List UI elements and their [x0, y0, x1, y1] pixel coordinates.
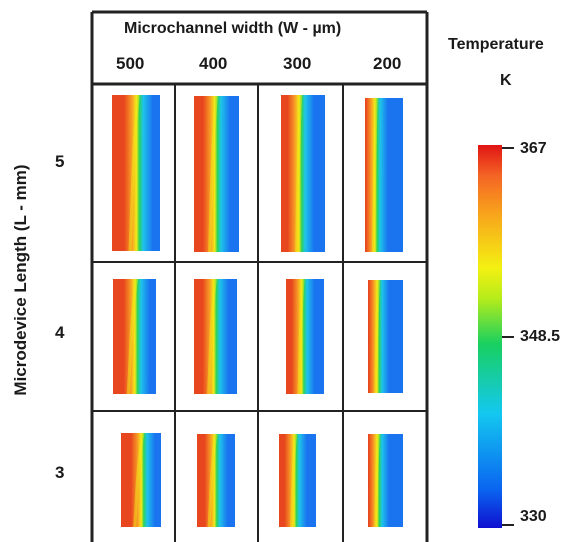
column-label-500: 500 [116, 54, 145, 73]
isotherm-front [374, 433, 380, 528]
isotherm-front [207, 433, 218, 528]
contour-field [194, 96, 239, 252]
grid-lines [90, 10, 429, 542]
isotherm-front [295, 94, 303, 253]
temperature-contour-panel [194, 95, 239, 253]
contour-field [197, 434, 235, 527]
row-label-3: 3 [55, 463, 65, 482]
column-label-200: 200 [373, 54, 402, 73]
contour-field [368, 434, 403, 527]
contour-field [279, 434, 316, 527]
contour-field [286, 279, 324, 394]
temperature-contour-panel [197, 433, 235, 528]
contour-field [365, 98, 403, 252]
isotherm-front [372, 97, 378, 253]
isotherm-front [133, 432, 145, 528]
isotherm-front [374, 279, 380, 394]
colorbar-tick-max [502, 147, 514, 149]
colorbar-title: Temperature [448, 36, 544, 53]
temperature-contour-panel [113, 278, 156, 395]
contour-field [368, 280, 403, 393]
colorbar-tick-min [502, 524, 514, 526]
row-label-5: 5 [55, 152, 65, 171]
contour-field [281, 95, 325, 252]
contour-field [121, 433, 161, 527]
isotherm-front [297, 278, 305, 395]
contour-panels [112, 94, 403, 528]
contour-field [113, 279, 156, 394]
temperature-contour-panel [365, 97, 403, 253]
colorbar-mid-label: 348.5 [520, 328, 561, 345]
row-axis-label: Microdevice Length (L - mm) [11, 164, 30, 396]
contour-field [112, 95, 160, 251]
colorbar-min-label: 330 [520, 508, 547, 525]
column-label-300: 300 [283, 54, 312, 73]
isotherm-front [126, 278, 139, 395]
temperature-contour-panel [279, 433, 316, 528]
contour-field [194, 279, 237, 394]
isotherm-front [207, 278, 217, 395]
colorbar-tick-mid [502, 336, 514, 338]
temperature-contour-panel [368, 279, 403, 394]
temperature-colorbar [478, 145, 502, 528]
temperature-contour-panel [281, 94, 325, 253]
isotherm-front [289, 433, 298, 528]
isotherm-front [128, 94, 140, 252]
column-label-400: 400 [199, 54, 228, 73]
isotherm-front [208, 95, 218, 253]
colorbar-unit: K [500, 72, 512, 89]
colorbar-max-label: 367 [520, 140, 547, 157]
temperature-contour-panel [368, 433, 403, 528]
temperature-contour-panel [112, 94, 160, 252]
temperature-contour-panel [286, 278, 324, 395]
row-label-4: 4 [55, 323, 65, 342]
temperature-contour-panel [121, 432, 161, 528]
temperature-contour-panel [194, 278, 237, 395]
column-axis-label: Microchannel width (W - µm) [124, 20, 342, 37]
